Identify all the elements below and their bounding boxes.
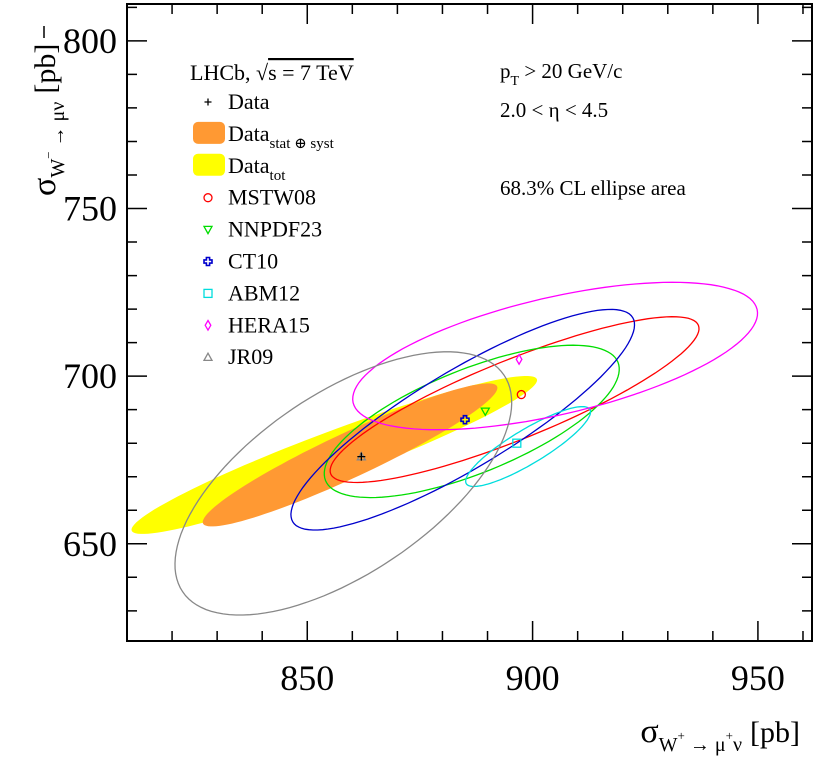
legend-symbol (204, 258, 212, 266)
legend-symbol (205, 321, 211, 331)
legend-label: MSTW08 (228, 185, 316, 210)
legend-entry-tot: Datatot (193, 153, 286, 184)
pt-cut-annotation: pT > 20 GeV/c (500, 59, 622, 89)
y-tick-label: 750 (63, 189, 117, 229)
x-tick-label: 850 (280, 658, 334, 698)
legend-symbol (204, 289, 212, 297)
legend-symbol (205, 99, 212, 106)
legend-label: CT10 (228, 249, 278, 274)
eta-range-annotation: 2.0 < η < 4.5 (500, 98, 608, 122)
legend-label: Datatot (228, 153, 286, 184)
legend-entry-abm12: ABM12 (204, 280, 300, 305)
legend-entry-mstw08: MSTW08 (204, 185, 316, 210)
legend-entry-ct10: CT10 (204, 249, 278, 274)
legend-symbol (204, 194, 212, 202)
legend-entry-jr09: JR09 (204, 344, 273, 369)
sqrt-sign: √ (256, 60, 269, 85)
legend-label: HERA15 (228, 312, 310, 337)
legend-entry-data: Data (205, 89, 270, 114)
legend-label: Datastat ⊕ syst (228, 121, 335, 152)
legend-entry-statsyst: Datastat ⊕ syst (193, 121, 335, 152)
legend-label: NNPDF23 (228, 217, 322, 242)
tick-labels: 850 900 950 650 700 750 800 (63, 21, 785, 698)
legend-entry-hera15: HERA15 (205, 312, 310, 337)
legend-label: Data (228, 89, 270, 114)
data-ellipse-stat-syst (203, 383, 498, 526)
nu-bar-symbol: ν (47, 102, 69, 111)
legend-entry-nnpdf23: NNPDF23 (204, 217, 322, 242)
ellipse-note-annotation: 68.3% CL ellipse area (500, 176, 687, 200)
x-tick-label: 900 (506, 658, 560, 698)
legend-header: LHCb, √s = 7 TeV (190, 60, 354, 85)
legend-label: ABM12 (228, 280, 300, 305)
legend-symbol (204, 353, 212, 360)
legend-label: JR09 (228, 344, 273, 369)
legend: LHCb, √s = 7 TeV Data Datastat ⊕ systData… (190, 60, 354, 369)
x-axis-label: σW+ → μ+ν [pb] (640, 713, 800, 756)
y-tick-label: 650 (63, 524, 117, 564)
y-tick-label: 800 (63, 21, 117, 61)
ellipses-layer (132, 282, 758, 615)
legend-symbol (193, 122, 225, 144)
x-tick-label: 950 (731, 658, 785, 698)
legend-symbol (193, 154, 225, 176)
y-axis-label: σW− → μν[pb] (26, 44, 69, 196)
legend-symbol (204, 226, 212, 233)
y-tick-label: 700 (63, 356, 117, 396)
